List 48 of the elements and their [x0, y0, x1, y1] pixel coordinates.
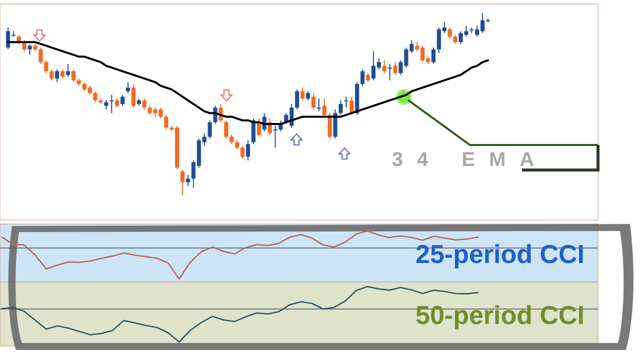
candlestick [60, 68, 65, 80]
candlestick [300, 87, 305, 101]
candlestick [311, 92, 316, 110]
candlestick [448, 27, 452, 39]
candlestick [316, 98, 321, 112]
annotation: 34 EMA [392, 149, 548, 171]
candlestick [50, 68, 54, 81]
candlestick [38, 47, 43, 64]
candlestick [142, 98, 146, 110]
candlestick [431, 47, 436, 64]
candlestick [208, 120, 212, 140]
candlestick [126, 82, 130, 94]
text: 50-period CCI [415, 300, 585, 330]
candlestick [104, 100, 108, 110]
candlestick [306, 90, 310, 101]
candlestick [180, 169, 185, 196]
candlestick [71, 68, 76, 83]
candlestick [246, 140, 250, 161]
candlestick [344, 96, 348, 108]
chart-title: 25-period CCI [415, 239, 585, 269]
candlestick [55, 68, 60, 83]
candlestick [240, 145, 245, 160]
candlestick [120, 94, 125, 106]
candlestick [360, 68, 365, 86]
candlestick [44, 60, 48, 74]
candlestick [453, 34, 458, 44]
candlestick [66, 63, 70, 78]
candlestick [28, 43, 32, 56]
candlestick [393, 62, 398, 76]
candlestick [328, 112, 332, 140]
candlestick [186, 174, 190, 186]
candlestick [382, 60, 386, 74]
candlestick [273, 125, 278, 148]
candlestick [224, 120, 228, 140]
candlestick [322, 98, 326, 118]
candlestick [93, 90, 98, 103]
candlestick [295, 88, 300, 110]
candlestick [388, 63, 392, 81]
candlestick [131, 83, 136, 108]
candlestick [110, 94, 114, 114]
candlestick [333, 108, 338, 140]
candlestick [115, 98, 120, 108]
candlestick [230, 134, 234, 145]
candlestick [235, 140, 240, 150]
candlestick [164, 114, 168, 130]
candlestick [366, 72, 370, 83]
candlestick [338, 100, 343, 116]
candlestick [256, 118, 261, 138]
